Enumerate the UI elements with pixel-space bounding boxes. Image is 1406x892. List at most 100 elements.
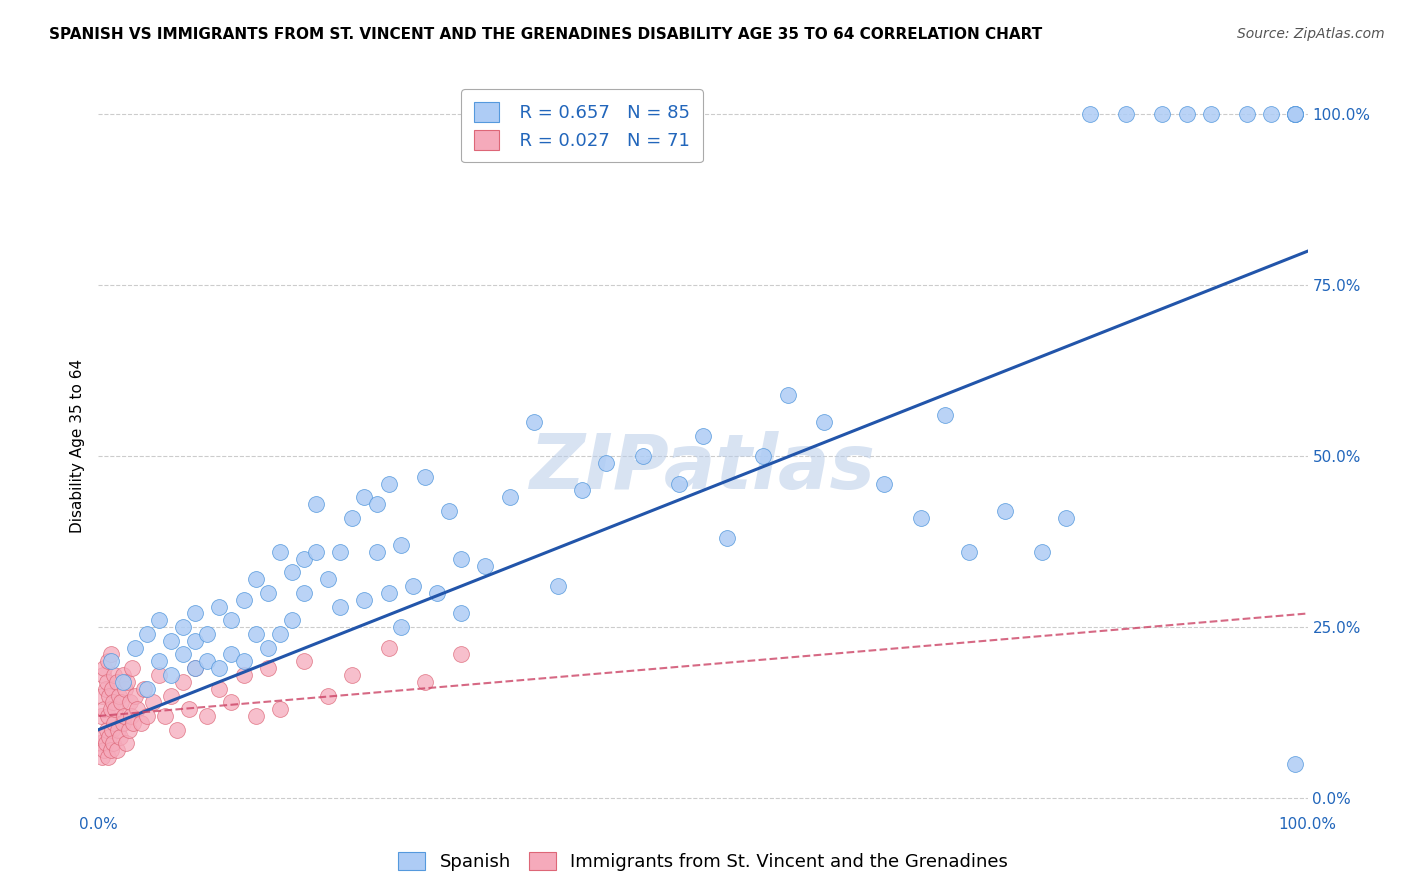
Point	[329, 599, 352, 614]
Point	[377, 640, 399, 655]
Point	[353, 490, 375, 504]
Point	[142, 695, 165, 709]
Point	[426, 586, 449, 600]
Point	[450, 551, 472, 566]
Point	[366, 497, 388, 511]
Point	[413, 674, 436, 689]
Point	[93, 743, 115, 757]
Point	[93, 702, 115, 716]
Point	[93, 661, 115, 675]
Legend:   R = 0.657   N = 85,   R = 0.027   N = 71: R = 0.657 N = 85, R = 0.027 N = 71	[461, 89, 703, 162]
Point	[377, 476, 399, 491]
Point	[129, 715, 152, 730]
Point	[160, 689, 183, 703]
Point	[305, 545, 328, 559]
Point	[104, 702, 127, 716]
Point	[389, 538, 412, 552]
Point	[100, 654, 122, 668]
Point	[316, 572, 339, 586]
Point	[1031, 545, 1053, 559]
Point	[111, 668, 134, 682]
Point	[1152, 107, 1174, 121]
Text: SPANISH VS IMMIGRANTS FROM ST. VINCENT AND THE GRENADINES DISABILITY AGE 35 TO 6: SPANISH VS IMMIGRANTS FROM ST. VINCENT A…	[49, 27, 1042, 42]
Point	[160, 668, 183, 682]
Point	[1284, 107, 1306, 121]
Point	[934, 409, 956, 423]
Point	[776, 388, 799, 402]
Point	[90, 709, 112, 723]
Point	[97, 654, 120, 668]
Point	[1284, 107, 1306, 121]
Point	[105, 674, 128, 689]
Point	[179, 702, 201, 716]
Point	[1284, 756, 1306, 771]
Point	[134, 681, 156, 696]
Point	[353, 592, 375, 607]
Point	[269, 627, 291, 641]
Point	[329, 545, 352, 559]
Point	[89, 736, 111, 750]
Point	[631, 449, 654, 463]
Text: ZIPatlas: ZIPatlas	[530, 431, 876, 505]
Point	[668, 476, 690, 491]
Point	[450, 607, 472, 621]
Point	[281, 566, 304, 580]
Point	[1284, 107, 1306, 121]
Point	[1054, 510, 1077, 524]
Point	[101, 695, 124, 709]
Point	[342, 668, 364, 682]
Point	[232, 668, 254, 682]
Point	[195, 709, 218, 723]
Point	[135, 627, 157, 641]
Point	[153, 709, 176, 723]
Point	[118, 695, 141, 709]
Point	[103, 715, 125, 730]
Point	[118, 723, 141, 737]
Point	[148, 654, 170, 668]
Point	[96, 723, 118, 737]
Point	[135, 709, 157, 723]
Point	[245, 572, 267, 586]
Point	[232, 592, 254, 607]
Point	[245, 709, 267, 723]
Point	[100, 743, 122, 757]
Point	[208, 599, 231, 614]
Point	[232, 654, 254, 668]
Point	[121, 661, 143, 675]
Point	[148, 613, 170, 627]
Point	[305, 497, 328, 511]
Point	[124, 689, 146, 703]
Point	[100, 648, 122, 662]
Point	[994, 504, 1017, 518]
Point	[957, 545, 980, 559]
Point	[910, 510, 932, 524]
Point	[94, 681, 117, 696]
Point	[221, 695, 243, 709]
Point	[292, 586, 315, 600]
Point	[111, 674, 134, 689]
Point	[127, 702, 149, 716]
Point	[342, 510, 364, 524]
Point	[172, 648, 194, 662]
Point	[1115, 107, 1137, 121]
Point	[105, 743, 128, 757]
Point	[692, 429, 714, 443]
Point	[112, 709, 135, 723]
Point	[1284, 107, 1306, 121]
Point	[117, 674, 139, 689]
Point	[94, 736, 117, 750]
Point	[91, 668, 114, 682]
Point	[595, 456, 617, 470]
Point	[195, 654, 218, 668]
Point	[172, 674, 194, 689]
Point	[115, 736, 138, 750]
Point	[523, 415, 546, 429]
Point	[98, 730, 121, 744]
Point	[97, 709, 120, 723]
Point	[1260, 107, 1282, 121]
Point	[269, 702, 291, 716]
Point	[813, 415, 835, 429]
Point	[281, 613, 304, 627]
Point	[100, 723, 122, 737]
Point	[97, 750, 120, 764]
